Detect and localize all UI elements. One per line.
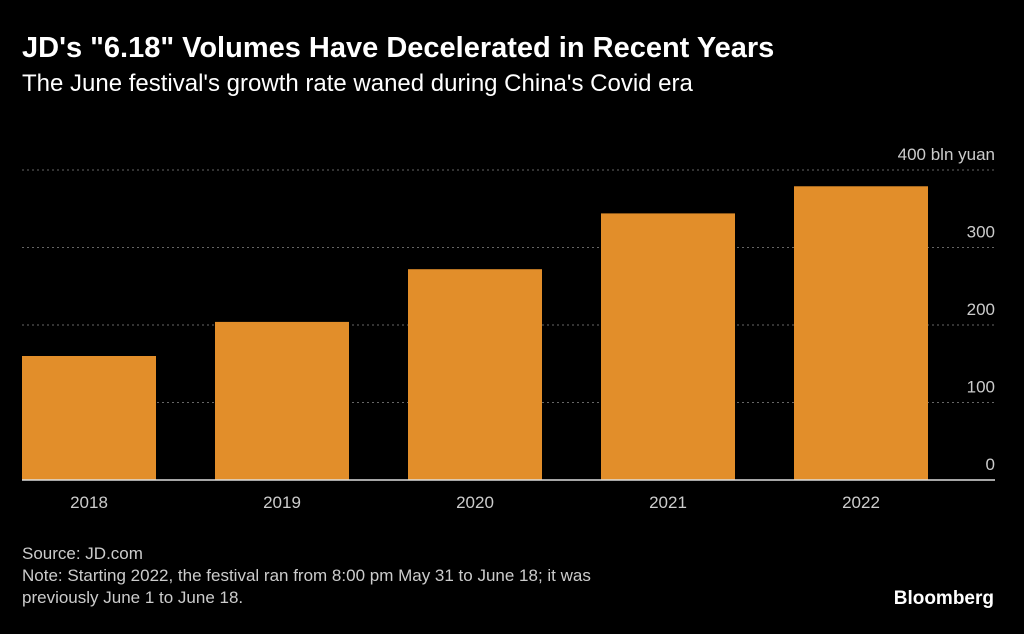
source-note: Source: JD.com	[22, 544, 143, 563]
x-tick-label: 2019	[263, 493, 301, 512]
tick-labels: 0 100 200 300 400 bln yuan 2018 2019 2020 2021 20…	[70, 145, 995, 512]
bar-2018	[22, 356, 156, 480]
bar-2020	[408, 269, 542, 480]
footnote-line-2: previously June 1 to June 18.	[22, 588, 244, 607]
x-tick-label: 2021	[649, 493, 687, 512]
chart-subtitle: The June festival's growth rate waned du…	[22, 70, 693, 97]
footnote-line-1: Note: Starting 2022, the festival ran fr…	[22, 566, 591, 585]
chart-footer: Source: JD.com Note: Starting 2022, the …	[22, 543, 742, 609]
bloomberg-logo: Bloomberg	[893, 588, 994, 609]
bar-2021	[601, 213, 735, 480]
chart-title: JD's "6.18" Volumes Have Decelerated in …	[22, 32, 775, 64]
bar-2022	[794, 186, 928, 480]
y-tick-label: 100	[967, 378, 995, 397]
bars	[22, 186, 928, 480]
x-tick-label: 2018	[70, 493, 108, 512]
y-tick-label: 0	[986, 455, 995, 474]
x-tick-label: 2020	[456, 493, 494, 512]
x-tick-label: 2022	[842, 493, 880, 512]
y-tick-label: 300	[967, 223, 995, 242]
y-tick-label: 200	[967, 300, 995, 319]
bar-2019	[215, 321, 349, 480]
y-tick-label: 400 bln yuan	[898, 145, 995, 164]
